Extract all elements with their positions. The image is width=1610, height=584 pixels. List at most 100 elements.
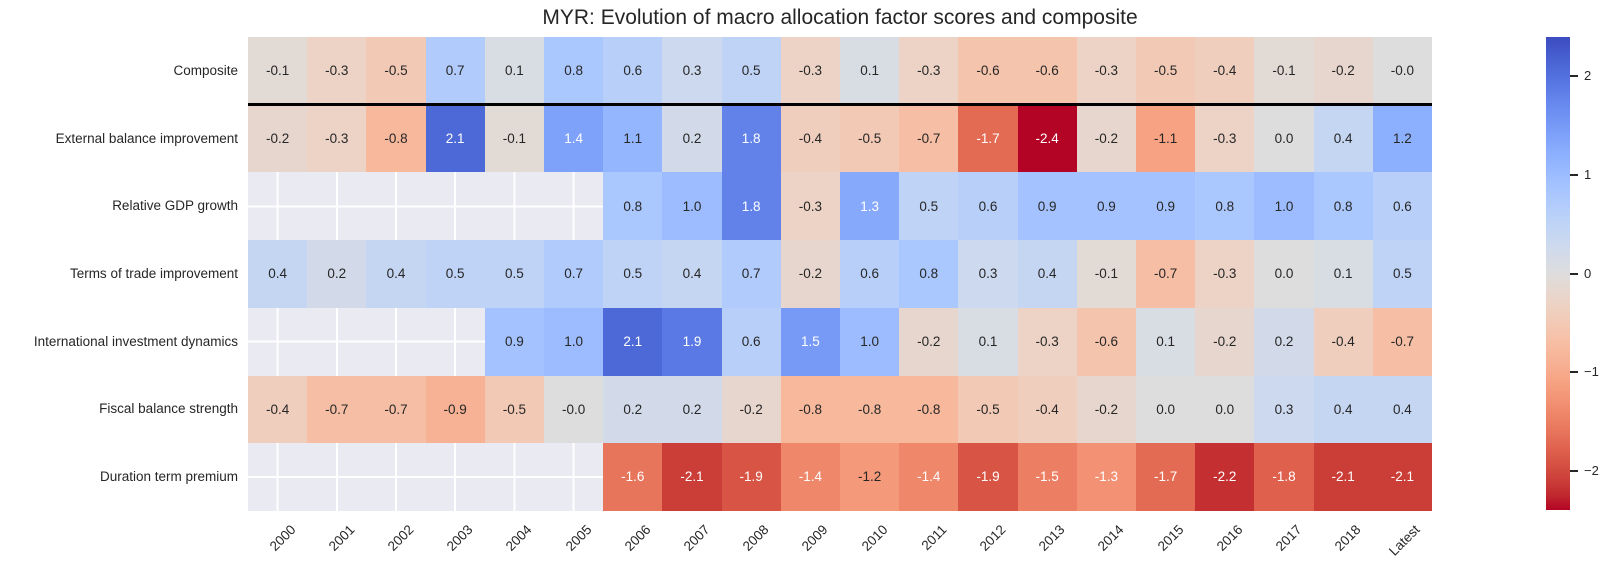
x-tick-label: 2015 — [1154, 522, 1187, 554]
heatmap-cell: -0.0 — [544, 375, 604, 444]
heatmap-cell: 0.8 — [1195, 172, 1255, 241]
heatmap-cell: 0.0 — [1195, 375, 1255, 444]
heatmap-cell: -1.4 — [899, 443, 959, 511]
heatmap-cell: 1.3 — [840, 172, 900, 241]
heatmap-cell: 0.2 — [307, 240, 367, 308]
heatmap-cell: -0.5 — [366, 37, 426, 105]
heatmap-cell: -0.3 — [307, 104, 367, 173]
heatmap-cell: 1.4 — [544, 104, 604, 173]
heatmap-cell: 0.8 — [544, 37, 604, 105]
heatmap-cell: 1.0 — [662, 172, 722, 241]
heatmap-cell: 0.5 — [484, 240, 544, 308]
heatmap-cell: -0.2 — [248, 104, 308, 173]
heatmap-cell: 0.9 — [1017, 172, 1077, 241]
x-tick-label: 2008 — [739, 522, 772, 554]
colorbar-tick — [1570, 75, 1578, 78]
heatmap-cell: 0.3 — [662, 37, 722, 105]
colorbar-tick — [1570, 469, 1578, 472]
heatmap-cell: -0.7 — [1136, 240, 1196, 308]
heatmap-cell: -1.9 — [721, 443, 781, 511]
heatmap-cell: 1.2 — [1372, 104, 1432, 173]
chart-title: MYR: Evolution of macro allocation facto… — [542, 6, 1138, 29]
heatmap-cell: 1.1 — [603, 104, 663, 173]
heatmap-cell: -2.1 — [1313, 443, 1373, 511]
heatmap-cell: 1.5 — [780, 307, 840, 376]
heatmap-cell: 0.8 — [899, 240, 959, 308]
heatmap-cell: 0.1 — [840, 37, 900, 105]
row-label: Relative GDP growth — [112, 198, 238, 214]
heatmap-cell: -0.3 — [1076, 37, 1136, 105]
heatmap-cell: -2.1 — [662, 443, 722, 511]
x-tick-label: 2000 — [266, 522, 299, 554]
heatmap-cell: 0.8 — [603, 172, 663, 241]
row-label: External balance improvement — [55, 130, 238, 146]
heatmap-cell: 0.0 — [1254, 104, 1314, 173]
heatmap-cell: -0.4 — [1017, 375, 1077, 444]
heatmap-cell: 0.3 — [1254, 375, 1314, 444]
x-tick-label: 2016 — [1213, 522, 1246, 554]
heatmap-cell: -0.1 — [1254, 37, 1314, 105]
heatmap-cell: -1.9 — [958, 443, 1018, 511]
heatmap-cell: -0.8 — [366, 104, 426, 173]
heatmap-cell: -0.2 — [1076, 104, 1136, 173]
heatmap-cell: -0.3 — [1195, 104, 1255, 173]
x-tick-label: 2018 — [1331, 522, 1364, 554]
x-tick-label: 2010 — [858, 522, 891, 554]
heatmap-cell: -0.5 — [484, 375, 544, 444]
heatmap-cell: -0.0 — [1372, 37, 1432, 105]
heatmap-cell: -0.3 — [780, 172, 840, 241]
heatmap-cell: -0.7 — [307, 375, 367, 444]
heatmap-cell: -0.8 — [840, 375, 900, 444]
row-label: Composite — [173, 62, 238, 78]
heatmap-cell: 0.2 — [662, 104, 722, 173]
x-tick-label: 2013 — [1035, 522, 1068, 554]
heatmap-cell: -0.8 — [780, 375, 840, 444]
heatmap-cell: 0.7 — [544, 240, 604, 308]
x-tick-label: 2017 — [1272, 522, 1305, 554]
heatmap-cell: 0.1 — [958, 307, 1018, 376]
heatmap-cell: 1.0 — [544, 307, 604, 376]
heatmap-cell: -0.5 — [1136, 37, 1196, 105]
heatmap-cell: -0.5 — [958, 375, 1018, 444]
row-label: Terms of trade improvement — [69, 266, 238, 281]
x-tick-label: 2009 — [799, 522, 831, 554]
heatmap-cell: 0.5 — [425, 240, 485, 308]
heatmap-cell: -0.9 — [425, 375, 485, 444]
heatmap-cell: 2.1 — [425, 104, 485, 173]
x-tick-label: Latest — [1386, 522, 1423, 559]
heatmap-cell: 1.9 — [662, 307, 722, 376]
heatmap-cell: -1.6 — [603, 443, 663, 511]
heatmap-cell: -0.2 — [780, 240, 840, 308]
heatmap-cell: -1.7 — [958, 104, 1018, 173]
x-tick-label: 2002 — [384, 522, 417, 554]
x-tick-label: 2006 — [621, 522, 654, 554]
heatmap-cell: 0.5 — [899, 172, 959, 241]
heatmap-cell: -0.3 — [1017, 307, 1077, 376]
x-tick-label: 2011 — [918, 522, 950, 554]
heatmap-cell: -0.3 — [307, 37, 367, 105]
row-label: Fiscal balance strength — [99, 401, 238, 417]
heatmap-cell: -0.1 — [484, 104, 544, 173]
heatmap-cell: -0.3 — [780, 37, 840, 105]
heatmap-cell: 0.9 — [484, 307, 544, 376]
heatmap-cell: -0.2 — [1195, 307, 1255, 376]
heatmap-cell: -1.1 — [1136, 104, 1196, 173]
heatmap-cell: -1.2 — [840, 443, 900, 511]
heatmap-cell: -0.2 — [1076, 375, 1136, 444]
heatmap-cell: -1.5 — [1017, 443, 1077, 511]
heatmap-cell: -2.2 — [1195, 443, 1255, 511]
heatmap-cell: -0.4 — [1195, 37, 1255, 105]
heatmap-cell: -0.7 — [1372, 307, 1432, 376]
heatmap-cell: 0.7 — [425, 37, 485, 105]
heatmap-cell: 0.4 — [1313, 375, 1373, 444]
heatmap-cell: 0.6 — [721, 307, 781, 376]
colorbar-tick-label: 2 — [1584, 68, 1592, 84]
colorbar-tick — [1570, 173, 1578, 176]
heatmap-cell: -0.2 — [899, 307, 959, 376]
heatmap-cell: 1.0 — [840, 307, 900, 376]
heatmap-cell: -0.6 — [958, 37, 1018, 105]
heatmap-cell: 0.6 — [603, 37, 663, 105]
heatmap-cell: -1.3 — [1076, 443, 1136, 511]
heatmap-cell: 0.3 — [958, 240, 1018, 308]
heatmap-cell: -0.4 — [780, 104, 840, 173]
